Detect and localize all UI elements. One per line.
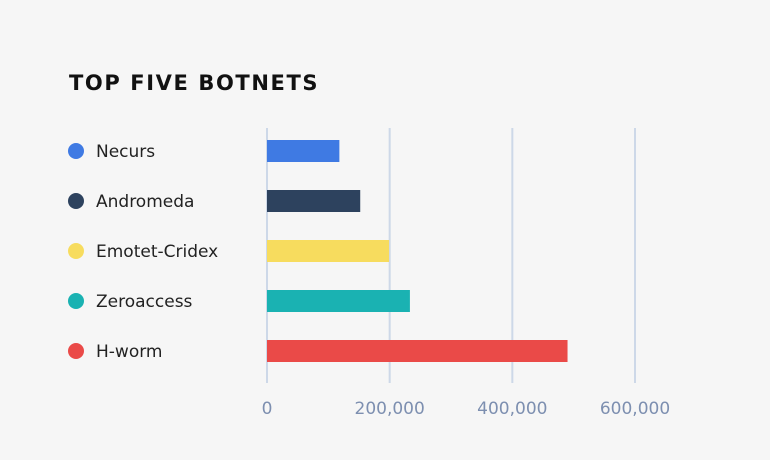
x-tick-label-0: 0 — [262, 399, 273, 419]
bar-necurs[interactable] — [267, 140, 340, 162]
x-tick-label-3: 600,000 — [600, 399, 670, 419]
x-tick-label-1: 200,000 — [355, 399, 425, 419]
bar-h-worm[interactable] — [267, 340, 568, 362]
legend: Necurs Andromeda Emotet-Cridex Zeroaccess H-… — [68, 142, 218, 362]
legend-label-necurs: Necurs — [96, 142, 155, 162]
legend-label-zeroaccess: Zeroaccess — [96, 292, 193, 312]
legend-label-h-worm: H-worm — [96, 342, 162, 362]
bar-zeroaccess[interactable] — [267, 290, 410, 312]
legend-dot-andromeda — [68, 193, 84, 209]
bars — [267, 140, 568, 362]
bar-andromeda[interactable] — [267, 190, 361, 212]
x-tick-label-2: 400,000 — [477, 399, 547, 419]
bar-emotet-cridex[interactable] — [267, 240, 390, 262]
legend-label-andromeda: Andromeda — [96, 192, 194, 212]
legend-dot-necurs — [68, 143, 84, 159]
chart-title: TOP FIVE BOTNETS — [69, 71, 320, 95]
legend-dot-emotet-cridex — [68, 243, 84, 259]
legend-label-emotet-cridex: Emotet-Cridex — [96, 242, 218, 262]
x-axis-ticks: 0 200,000 400,000 600,000 — [262, 399, 671, 419]
legend-dot-zeroaccess — [68, 293, 84, 309]
legend-dot-h-worm — [68, 343, 84, 359]
